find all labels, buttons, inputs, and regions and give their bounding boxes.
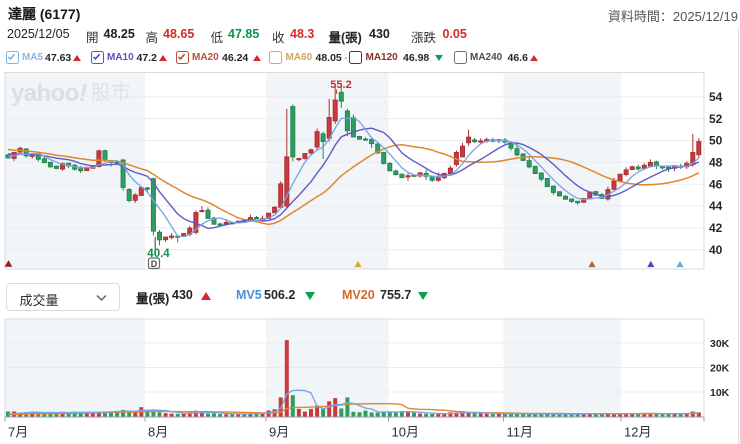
svg-text:股市: 股市 <box>91 81 131 104</box>
svg-text:42: 42 <box>709 221 723 235</box>
svg-text:12月: 12月 <box>624 425 651 440</box>
svg-text:52: 52 <box>709 112 723 126</box>
svg-text:40: 40 <box>709 243 723 257</box>
svg-text:10K: 10K <box>710 387 730 399</box>
svg-text:46: 46 <box>709 177 723 191</box>
svg-text:48: 48 <box>709 156 723 170</box>
svg-text:20K: 20K <box>710 362 730 374</box>
svg-text:44: 44 <box>709 199 723 213</box>
svg-text:yahoo: yahoo <box>11 80 79 107</box>
svg-text:8月: 8月 <box>148 425 168 440</box>
svg-text:40.4: 40.4 <box>147 248 170 260</box>
svg-text:50: 50 <box>709 134 723 148</box>
svg-text:10月: 10月 <box>392 425 419 440</box>
svg-text:9月: 9月 <box>269 425 289 440</box>
svg-text:54: 54 <box>709 90 723 104</box>
svg-text:30K: 30K <box>710 338 730 350</box>
svg-text:11月: 11月 <box>507 425 534 440</box>
svg-text:D: D <box>151 259 158 269</box>
svg-text:7月: 7月 <box>8 425 28 440</box>
svg-text:!: ! <box>79 80 87 107</box>
svg-text:55.2: 55.2 <box>330 79 351 91</box>
